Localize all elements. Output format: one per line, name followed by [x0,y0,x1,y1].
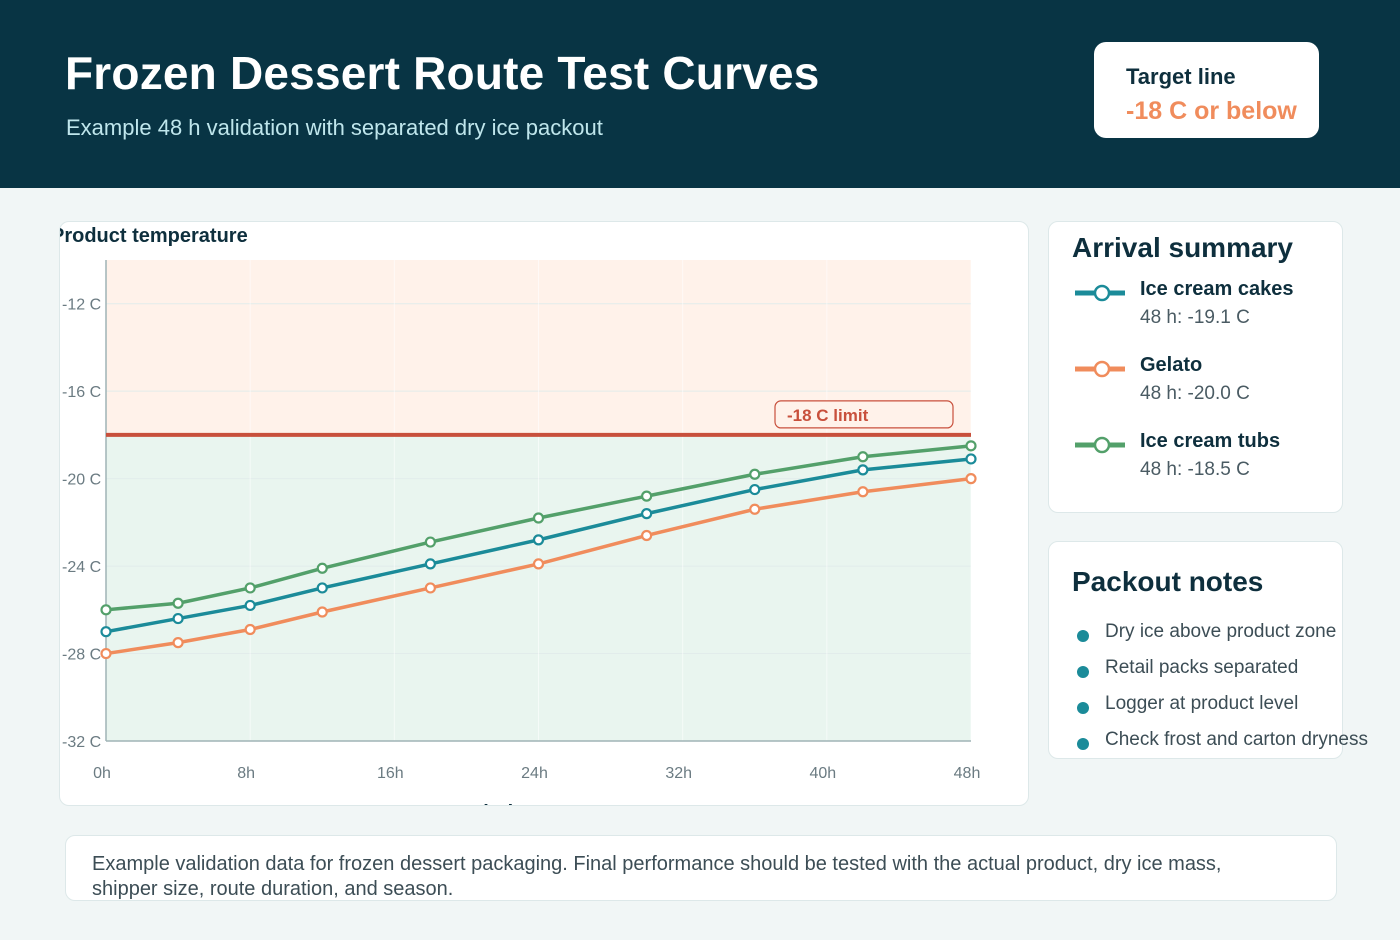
data-point-ice-cream-cakes [749,483,761,496]
legend-swatch-ice-cream-tubs [1075,436,1125,454]
y-tick-label: -32 C [62,734,101,751]
bullet-dot-icon [1077,738,1089,750]
data-point-ice-cream-tubs [424,536,436,548]
target-line-label: Target line [1126,64,1236,89]
x-axis-title: Transit time [430,802,542,805]
target-line-card: Target line -18 C or below [1094,42,1319,138]
legend-arrival-value: 48 h: -20.0 C [1140,383,1250,404]
data-point-gelato [316,606,328,618]
legend-swatch-gelato [1075,360,1125,378]
series-line-gelato [105,476,972,656]
data-point-gelato [641,529,653,542]
packout-notes-card: Packout notes Dry ice above product zone… [1048,541,1368,759]
threshold-label: -18 C limit [787,406,869,425]
note-text: Dry ice above product zone [1105,621,1337,642]
data-point-ice-cream-tubs [965,440,977,452]
series-line-ice-cream-tubs [105,444,972,612]
data-point-ice-cream-tubs [100,604,112,616]
bullet-dot-icon [1077,666,1089,678]
note-item: Retail packs separated [1049,657,1379,687]
data-point-ice-cream-cakes [532,534,545,546]
chart-card: -12 C -16 C -20 C -24 C -28 C -32 C 0h 8h 16h 24h… [59,221,1029,806]
legend-name: Ice cream tubs [1140,430,1281,452]
y-tick-label: -20 C [62,472,101,489]
legend-swatch-ice-cream-cakes [1075,284,1125,302]
data-point-ice-cream-cakes [965,453,977,465]
data-point-ice-cream-tubs [172,597,184,609]
data-point-ice-cream-tubs [749,468,761,480]
x-tick-label: 48h [954,765,981,782]
data-point-gelato [424,582,436,594]
data-point-gelato [965,473,977,485]
note-item: Logger at product level [1049,693,1379,723]
data-point-ice-cream-cakes [172,612,184,625]
data-point-gelato [172,637,184,649]
legend-name: Ice cream cakes [1140,278,1294,300]
data-point-ice-cream-cakes [424,558,436,570]
y-tick-label: -24 C [62,559,101,576]
page-title: Frozen Dessert Route Test Curves [65,47,820,99]
note-text: Check frost and carton dryness [1105,729,1368,750]
legend-arrival-value: 48 h: -18.5 C [1140,459,1250,480]
x-tick-label: 0h [93,765,111,782]
legend-item-ice-cream-tubs: Ice cream tubs 48 h: -18.5 C [1049,430,1342,490]
packout-notes-title: Packout notes [1072,566,1264,597]
data-point-ice-cream-cakes [100,626,112,638]
note-item: Dry ice above product zone [1049,621,1379,651]
temperature-chart: -12 C -16 C -20 C -24 C -28 C -32 C 0h 8h 16h 24h… [60,225,981,805]
data-point-gelato [244,623,256,636]
bullet-dot-icon [1077,702,1089,714]
y-tick-label: -28 C [62,647,101,664]
arrival-summary-card: Arrival summary Ice cream cakes 48 h: -1… [1048,221,1343,513]
series-line-ice-cream-cakes [105,457,972,634]
arrival-summary-title: Arrival summary [1072,232,1294,263]
data-point-gelato [100,647,112,660]
x-tick-label: 16h [377,765,404,782]
data-point-gelato [532,558,545,570]
page-subtitle: Example 48 h validation with separated d… [66,115,603,140]
data-point-ice-cream-tubs [316,562,328,574]
data-point-ice-cream-cakes [244,599,256,612]
footer-note-card: Example validation data for frozen desse… [65,835,1337,901]
x-tick-label: 8h [237,765,255,782]
bullet-dot-icon [1077,630,1089,642]
x-tick-label: 40h [809,765,836,782]
x-tick-label: 24h [521,765,548,782]
data-point-ice-cream-cakes [316,582,328,594]
data-point-gelato [749,503,761,515]
target-line-value: -18 C or below [1126,97,1297,125]
x-tick-label: 32h [665,765,692,782]
footer-disclaimer: Example validation data for frozen desse… [92,853,1222,900]
data-point-ice-cream-tubs [244,582,256,594]
data-point-ice-cream-cakes [857,464,869,476]
legend-item-ice-cream-cakes: Ice cream cakes 48 h: -19.1 C [1049,278,1342,338]
y-axis-title: Product temperature [60,225,248,247]
legend-name: Gelato [1140,354,1203,376]
y-tick-label: -16 C [62,384,101,401]
data-point-ice-cream-tubs [857,451,869,463]
data-point-ice-cream-tubs [532,512,545,524]
data-point-ice-cream-tubs [641,490,653,502]
legend-arrival-value: 48 h: -19.1 C [1140,307,1250,328]
legend-item-gelato: Gelato 48 h: -20.0 C [1049,354,1342,414]
note-item: Check frost and carton dryness [1049,729,1379,759]
note-text: Retail packs separated [1105,657,1299,678]
page-header: Frozen Dessert Route Test Curves Example… [0,0,1400,188]
data-point-gelato [857,486,869,498]
threshold-label-box [774,400,954,429]
note-text: Logger at product level [1105,693,1299,714]
data-point-ice-cream-cakes [641,508,653,520]
y-tick-label: -12 C [62,297,101,314]
